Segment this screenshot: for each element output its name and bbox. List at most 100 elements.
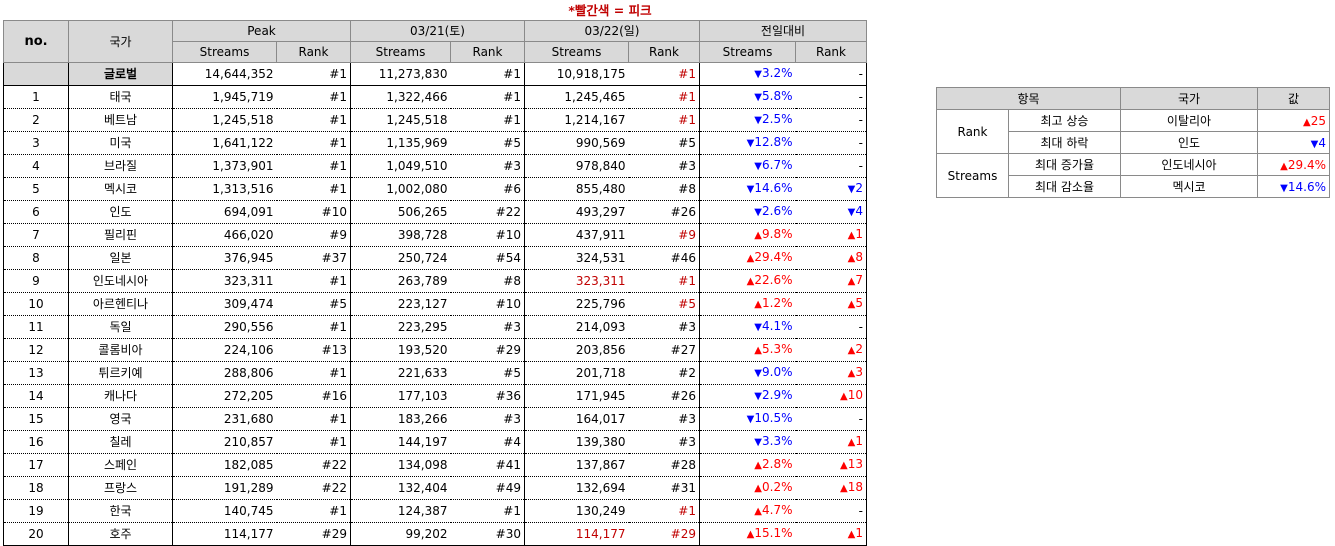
row-number: 16 — [3, 430, 69, 454]
d21-rank: #54 — [450, 246, 525, 270]
peak-rank: #9 — [276, 223, 351, 247]
d22-rank: #1 — [628, 108, 700, 132]
row-number: 18 — [3, 476, 69, 500]
peak-rank: #5 — [276, 292, 351, 316]
peak-rank: #10 — [276, 200, 351, 224]
peak-rank: #29 — [276, 522, 351, 546]
change-rank: 8 — [795, 246, 867, 270]
summary-value-value: 25 — [1303, 114, 1326, 128]
d21-rank: #3 — [450, 154, 525, 178]
change-streams: 2.6% — [699, 200, 796, 224]
d21-rank: #10 — [450, 223, 525, 247]
summary-metric: 최대 증가율 — [1008, 153, 1121, 176]
d21-streams: 177,103 — [350, 384, 451, 408]
country-name: 영국 — [68, 407, 173, 431]
d22-streams: 1,245,465 — [524, 85, 629, 109]
header-row-sub: Streams Rank Streams Rank Streams Rank S… — [4, 41, 867, 63]
peak-streams: 191,289 — [172, 476, 277, 500]
d21-streams: 132,404 — [350, 476, 451, 500]
d21-streams: 124,387 — [350, 499, 451, 523]
d22-rank: #26 — [628, 200, 700, 224]
change-streams: 10.5% — [699, 407, 796, 431]
change-streams-value: 29.4% — [747, 250, 793, 264]
d22-rank: #3 — [628, 315, 700, 339]
row-number: 9 — [3, 269, 69, 293]
change-rank: - — [795, 154, 867, 178]
d22-streams: 203,856 — [524, 338, 629, 362]
peak-streams: 14,644,352 — [172, 62, 277, 86]
d22-streams: 1,214,167 — [524, 108, 629, 132]
d22-rank: #27 — [628, 338, 700, 362]
peak-rank: #37 — [276, 246, 351, 270]
peak-streams: 288,806 — [172, 361, 277, 385]
col-no-header: no. — [3, 20, 69, 63]
peak-streams: 224,106 — [172, 338, 277, 362]
summary-value: 14.6% — [1257, 175, 1330, 198]
d21-streams: 11,273,830 — [350, 62, 451, 86]
country-name: 인도 — [68, 200, 173, 224]
change-rank: 2 — [795, 177, 867, 201]
row-number: 15 — [3, 407, 69, 431]
group-peak-header: Peak — [172, 20, 351, 42]
change-streams-value: 14.6% — [747, 181, 793, 195]
d21-streams: 221,633 — [350, 361, 451, 385]
row-number: 7 — [3, 223, 69, 247]
col-country-header: 국가 — [68, 20, 173, 63]
country-name: 스페인 — [68, 453, 173, 477]
row-number: 2 — [3, 108, 69, 132]
change-rank: - — [795, 62, 867, 86]
peak-streams: 210,857 — [172, 430, 277, 454]
d22-rank: #3 — [628, 407, 700, 431]
change-streams-value: 2.5% — [754, 112, 792, 126]
d21-streams: 183,266 — [350, 407, 451, 431]
change-streams: 9.0% — [699, 361, 796, 385]
row-number: 13 — [3, 361, 69, 385]
change-rank-value: 8 — [848, 250, 863, 264]
change-rank: - — [795, 131, 867, 155]
change-streams: 29.4% — [699, 246, 796, 270]
peak-streams: 182,085 — [172, 453, 277, 477]
change-rank: 1 — [795, 430, 867, 454]
peak-color-note: *빨간색 = 피크 — [568, 3, 652, 18]
peak-streams: 1,945,719 — [172, 85, 277, 109]
table-row: 18프랑스191,289#22132,404#49132,694#310.2%1… — [3, 476, 867, 500]
country-name: 미국 — [68, 131, 173, 155]
country-name: 튀르키예 — [68, 361, 173, 385]
country-name: 태국 — [68, 85, 173, 109]
country-name: 독일 — [68, 315, 173, 339]
summary-header-item: 항목 — [936, 87, 1121, 110]
change-rank: - — [795, 108, 867, 132]
change-streams: 9.8% — [699, 223, 796, 247]
change-rank: 4 — [795, 200, 867, 224]
peak-streams: 1,373,901 — [172, 154, 277, 178]
d21-streams: 223,295 — [350, 315, 451, 339]
peak-streams: 1,313,516 — [172, 177, 277, 201]
d21-rank: #3 — [450, 407, 525, 431]
summary-metric: 최대 감소율 — [1008, 175, 1121, 198]
peak-rank: #1 — [276, 85, 351, 109]
row-number: 17 — [3, 453, 69, 477]
d21-streams: 506,265 — [350, 200, 451, 224]
d22-rank: #46 — [628, 246, 700, 270]
change-streams-value: 3.3% — [754, 434, 792, 448]
d22-rank: #5 — [628, 292, 700, 316]
d21-streams: 1,049,510 — [350, 154, 451, 178]
d22-streams: 130,249 — [524, 499, 629, 523]
d21-streams: 250,724 — [350, 246, 451, 270]
d22-rank: #1 — [628, 85, 700, 109]
change-streams-value: 2.8% — [754, 457, 792, 471]
header-row-groups: no. 국가 Peak 03/21(토) 03/22(일) 전일대비 — [3, 20, 867, 63]
change-rank: 18 — [795, 476, 867, 500]
table-body: 글로벌14,644,352#111,273,830#110,918,175#13… — [3, 62, 867, 546]
d21-rank: #1 — [450, 62, 525, 86]
country-name: 일본 — [68, 246, 173, 270]
d22-rank: #26 — [628, 384, 700, 408]
d21-rank: #41 — [450, 453, 525, 477]
peak-rank: #1 — [276, 407, 351, 431]
change-rank: 13 — [795, 453, 867, 477]
